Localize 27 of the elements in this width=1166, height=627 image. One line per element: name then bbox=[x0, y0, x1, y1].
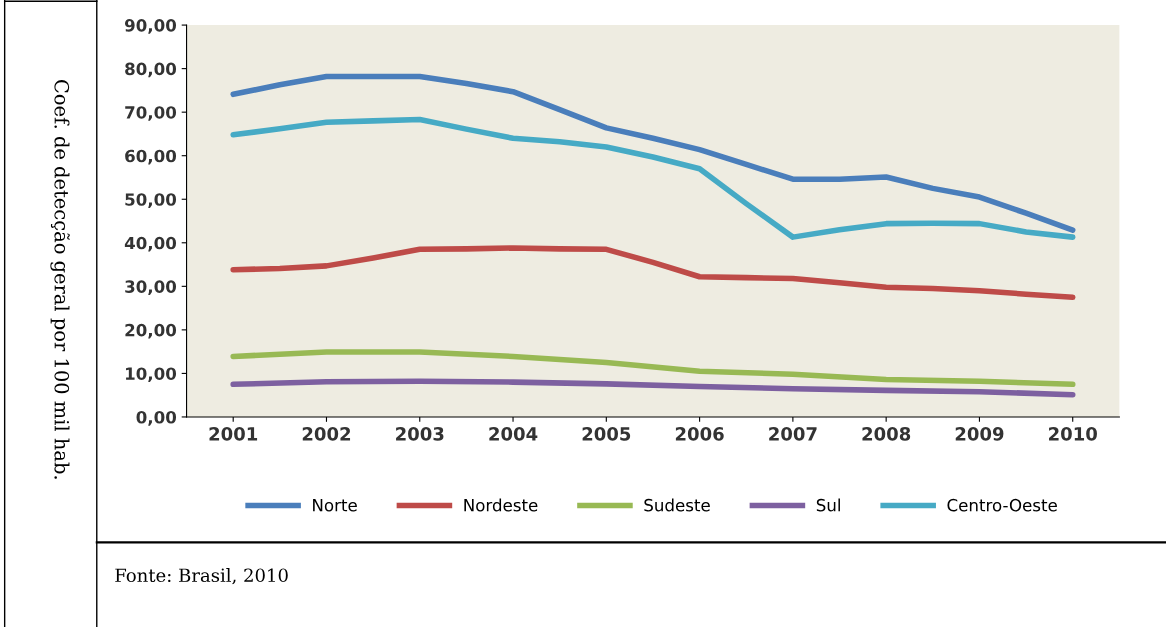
y-tick-label: 0,00 bbox=[136, 410, 177, 426]
x-tick-label: 2009 bbox=[955, 427, 1004, 441]
y-tick-label: 50,00 bbox=[125, 193, 177, 208]
legend-label: Sudeste bbox=[644, 498, 710, 512]
legend-label: Nordeste bbox=[464, 498, 538, 512]
y-tick-label: 20,00 bbox=[125, 323, 177, 339]
y-tick-label: 60,00 bbox=[125, 149, 177, 165]
y-tick-label: 90,00 bbox=[124, 19, 177, 34]
y-tick-label: 30,00 bbox=[125, 280, 177, 296]
x-tick-label: 2005 bbox=[582, 427, 631, 441]
legend-label: Centro-Oeste bbox=[947, 498, 1057, 512]
x-tick-label: 2006 bbox=[675, 427, 724, 441]
x-tick-label: 2001 bbox=[209, 427, 258, 441]
y-tick-label: 40,00 bbox=[124, 236, 177, 252]
y-axis-title: Coef. de detecção geral por 100 mil hab. bbox=[50, 80, 70, 479]
y-tick-label: 80,00 bbox=[125, 62, 177, 78]
legend-label: Sul bbox=[816, 498, 840, 512]
x-tick-label: 2002 bbox=[302, 427, 351, 441]
source-note: Fonte: Brasil, 2010 bbox=[115, 568, 288, 585]
legend-label: Norte bbox=[313, 499, 357, 512]
y-tick-label: 10,00 bbox=[126, 367, 177, 383]
x-tick-label: 2007 bbox=[769, 427, 817, 441]
x-tick-label: 2008 bbox=[862, 427, 911, 441]
y-tick-label: 70,00 bbox=[125, 106, 177, 121]
x-tick-label: 2004 bbox=[489, 427, 538, 441]
x-tick-label: 2003 bbox=[396, 427, 444, 441]
x-tick-label: 2010 bbox=[1049, 427, 1097, 441]
